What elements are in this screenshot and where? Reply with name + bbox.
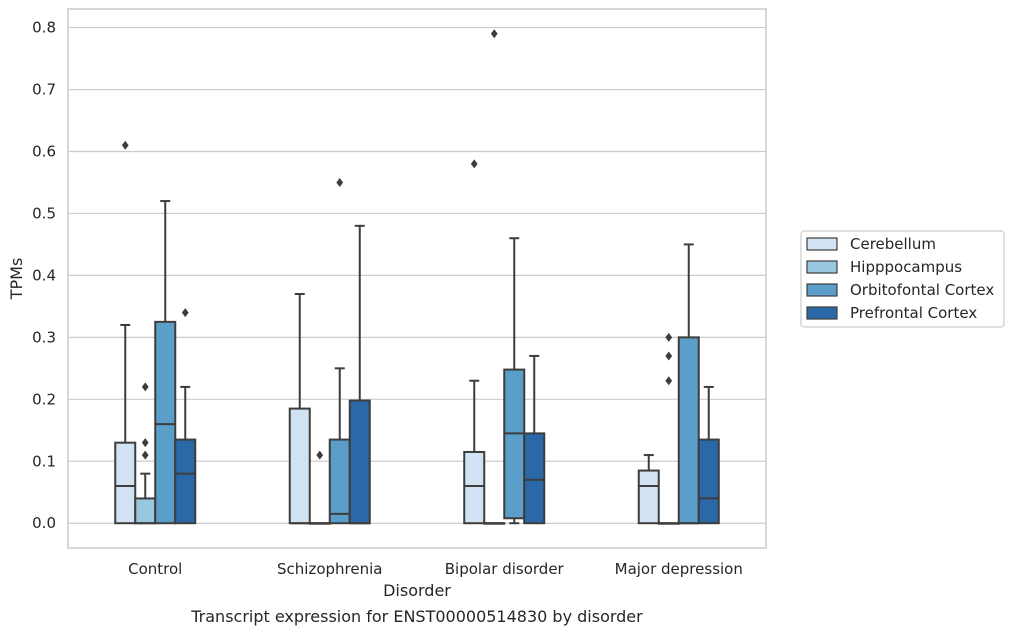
box-body <box>637 469 660 525</box>
box-cerebellum <box>288 292 311 525</box>
y-tick-label: 0.3 <box>32 328 56 346</box>
outlier-point <box>121 140 129 150</box>
box-body <box>697 438 720 525</box>
outlier-point <box>316 450 324 460</box>
y-tick-label: 0.2 <box>32 390 56 408</box>
y-tick-label: 0.5 <box>32 204 56 222</box>
legend-entry: Hipppocampus <box>850 258 962 276</box>
box-body <box>174 438 197 525</box>
box-body <box>328 438 351 525</box>
outlier-point <box>665 351 673 361</box>
box-body <box>503 368 526 520</box>
outlier-point <box>336 177 344 187</box>
y-tick-labels: 0.0 0.1 0.2 0.3 0.4 0.5 0.6 0.7 0.8 <box>32 19 56 533</box>
x-tick-label: Control <box>128 560 182 578</box>
box-body <box>114 441 137 525</box>
box-body <box>154 320 177 525</box>
boxes <box>114 29 720 525</box>
y-tick-label: 0.4 <box>32 266 56 284</box>
outlier-point <box>490 29 498 39</box>
plot-frame <box>67 8 767 549</box>
box-hipppocampus <box>134 382 157 525</box>
legend-swatch <box>806 306 838 320</box>
y-tick-label: 0.0 <box>32 514 56 532</box>
legend-swatch <box>806 260 838 274</box>
box-prefrontal-cortex <box>174 308 197 525</box>
box-orbitofontal-cortex <box>328 177 351 525</box>
box-orbitofontal-cortex <box>503 237 526 525</box>
box-hipppocampus <box>657 332 680 525</box>
box-prefrontal-cortex <box>697 385 720 525</box>
y-tick-label: 0.1 <box>32 452 56 470</box>
y-tick-label: 0.7 <box>32 81 56 99</box>
x-axis-label: Disorder <box>383 581 451 600</box>
box-body <box>463 450 486 525</box>
outlier-point <box>665 332 673 342</box>
outlier-point <box>665 376 673 386</box>
box-cerebellum <box>463 159 486 525</box>
box-body <box>288 407 311 525</box>
legend-frame <box>800 230 1005 328</box>
box-orbitofontal-cortex <box>154 200 177 525</box>
legend-entry: Cerebellum <box>850 235 936 253</box>
box-prefrontal-cortex <box>348 224 371 525</box>
y-tick-label: 0.6 <box>32 142 56 160</box>
chart-caption: Transcript expression for ENST0000051483… <box>190 607 643 626</box>
outlier-point <box>470 159 478 169</box>
outlier-point <box>181 308 189 318</box>
box-orbitofontal-cortex <box>677 243 700 525</box>
box-body <box>677 336 700 525</box>
box-cerebellum <box>637 454 660 525</box>
x-tick-labels: Control Schizophrenia Bipolar disorder Majo… <box>128 560 743 578</box>
outlier-point <box>141 438 149 448</box>
x-tick-label: Major depression <box>615 560 743 578</box>
box-body <box>523 432 546 525</box>
y-tick-label: 0.8 <box>32 19 56 37</box>
legend: Cerebellum Hipppocampus Orbitofontal Corte… <box>800 230 1005 328</box>
outlier-point <box>141 382 149 392</box>
outlier-point <box>141 450 149 460</box>
x-tick-label: Schizophrenia <box>277 560 382 578</box>
legend-entry: Orbitofontal Cortex <box>850 281 994 299</box>
legend-swatch <box>806 237 838 251</box>
box-body <box>134 497 157 525</box>
box-hipppocampus <box>483 29 506 525</box>
legend-entry: Prefrontal Cortex <box>850 304 977 322</box>
x-tick-label: Bipolar disorder <box>445 560 565 578</box>
box-cerebellum <box>114 140 137 525</box>
box-body <box>348 399 371 525</box>
legend-swatch <box>806 283 838 297</box>
box-prefrontal-cortex <box>523 354 546 525</box>
y-axis-label: TPMs <box>7 258 26 301</box>
